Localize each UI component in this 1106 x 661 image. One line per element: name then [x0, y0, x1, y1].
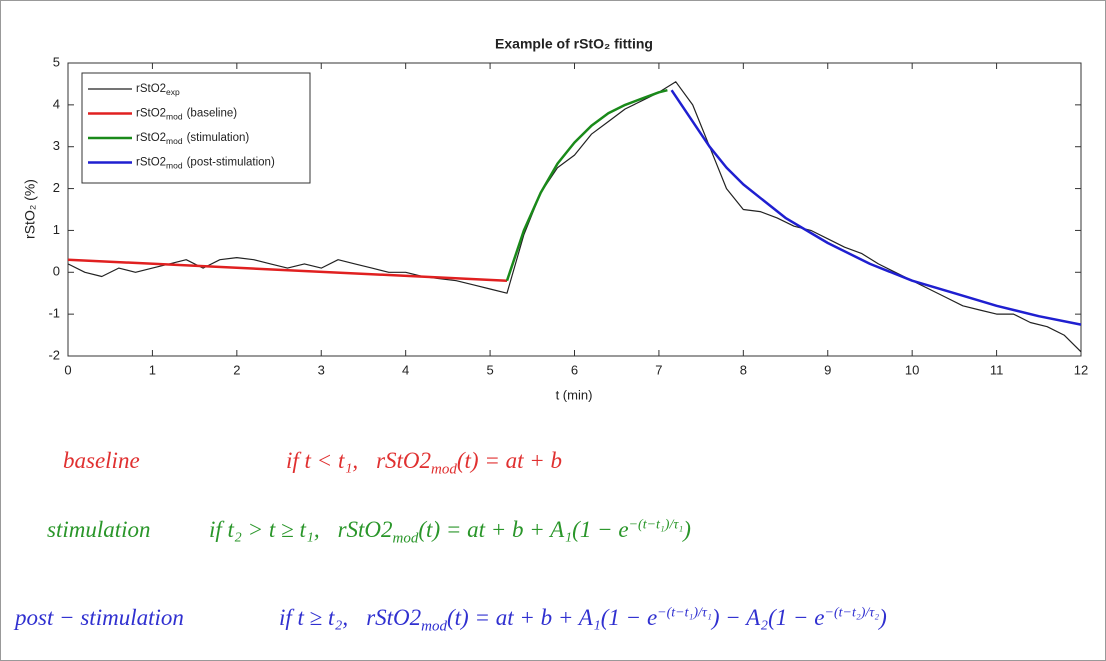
legend-text: mod: [166, 136, 183, 146]
x-tick-label: 9: [824, 362, 831, 377]
equation-formula: if t < t₁, rStO2mod(t) = at + b: [286, 448, 562, 479]
series-line: [67, 258, 508, 282]
y-tick-label: -1: [48, 306, 60, 321]
equation-lhs: rStO2: [366, 605, 422, 630]
equation-term: ): [879, 605, 887, 630]
equation-lhs-sub: mod: [421, 618, 447, 635]
legend-label: rStO2mod (stimulation): [136, 132, 249, 146]
y-tick-label: 4: [53, 96, 60, 111]
y-tick-label: 5: [53, 54, 60, 69]
legend-text: exp: [166, 87, 180, 97]
equation-lhs-sub: mod: [392, 530, 419, 547]
equation-term: ) − A₂(1 − e: [711, 605, 825, 630]
equation-exponent: −(t−t₁)/τ₁: [628, 517, 684, 533]
x-tick-label: 3: [318, 362, 325, 377]
equation-exponent: −(t−t₂)/τ₂: [824, 605, 880, 621]
series-line: [670, 89, 1082, 326]
x-tick-label: 7: [655, 362, 662, 377]
x-tick-label: 1: [149, 362, 156, 377]
x-tick-label: 11: [990, 362, 1004, 377]
equation-formula: if t ≥ t₂, rStO2mod(t) = at + b + A₁(1 − …: [279, 605, 887, 636]
series-line: [505, 88, 668, 282]
equation-label: baseline: [63, 448, 140, 473]
y-tick-label: 0: [53, 264, 60, 279]
x-tick-label: 5: [486, 362, 493, 377]
equation-condition: if t ≥ t₂,: [279, 605, 349, 630]
legend-text: (stimulation): [187, 132, 250, 144]
equation-condition: if t < t₁,: [286, 448, 359, 473]
y-tick-label: 2: [53, 180, 60, 195]
legend-text: mod: [166, 112, 183, 122]
x-tick-label: 6: [571, 362, 578, 377]
legend-label: rStO2mod (post-stimulation): [136, 157, 275, 171]
legend-text: rStO2: [136, 108, 166, 120]
legend-text: rStO2: [136, 157, 166, 169]
x-tick-label: 10: [905, 362, 919, 377]
y-tick-label: 3: [53, 138, 60, 153]
legend-box: [81, 72, 311, 184]
y-tick-label: -2: [48, 347, 60, 362]
equation-term: (t) = at + b + A₁(1 − e: [418, 517, 629, 542]
x-tick-label: 4: [402, 362, 409, 377]
equation-formula: if t₂ > t ≥ t₁, rStO2mod(t) = at + b + A₁…: [209, 517, 691, 548]
x-tick-label: 2: [233, 362, 240, 377]
legend-text: (post-stimulation): [187, 157, 275, 169]
x-axis-label: t (min): [556, 387, 593, 402]
equation-lhs: rStO2: [337, 517, 393, 542]
legend-text: rStO2: [136, 83, 166, 95]
legend-text: rStO2: [136, 132, 166, 144]
legend-label: rStO2mod (baseline): [136, 108, 237, 122]
x-tick-label: 0: [64, 362, 71, 377]
legend-text: mod: [166, 161, 183, 171]
equation-term: (t) = at + b + A₁(1 − e: [446, 605, 658, 630]
equation-term: ): [683, 517, 691, 542]
x-tick-label: 12: [1074, 362, 1088, 377]
equation-label: post − stimulation: [15, 605, 184, 630]
chart: Example of rStO₂ fitting t (min) rStO₂ (…: [22, 36, 1089, 403]
chart-title: Example of rStO₂ fitting: [495, 36, 653, 52]
x-tick-label: 8: [740, 362, 747, 377]
legend-text: (baseline): [187, 108, 238, 120]
equation-label: stimulation: [47, 517, 151, 542]
y-tick-label: 1: [53, 222, 60, 237]
equation-exponent: −(t−t₁)/τ₁: [657, 605, 712, 621]
legend-label: rStO2exp: [136, 83, 180, 97]
y-axis-label: rStO₂ (%): [22, 179, 38, 239]
equation-lhs-sub: mod: [431, 461, 457, 478]
equation-condition: if t₂ > t ≥ t₁,: [209, 517, 320, 542]
equation-lhs: rStO2: [376, 448, 432, 473]
equation-term: (t) = at + b: [456, 448, 563, 473]
